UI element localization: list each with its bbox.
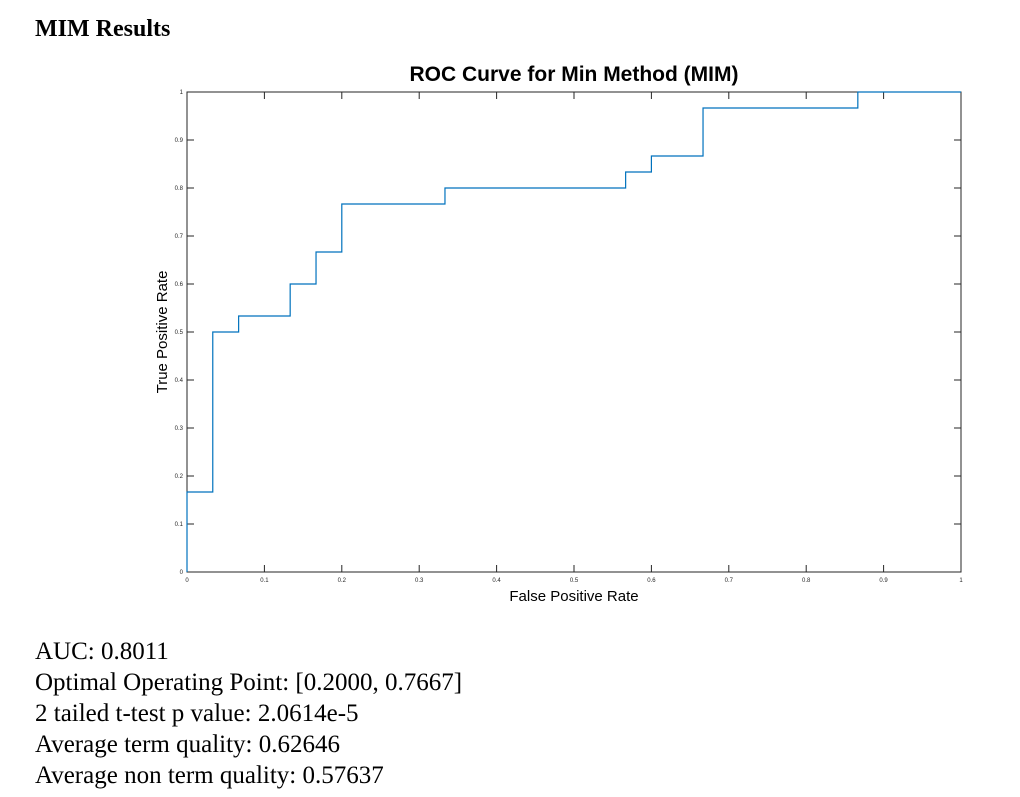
x-tick-label: 1 [959, 578, 963, 584]
x-tick-label: 0.2 [338, 578, 347, 584]
y-tick-label: 0.5 [175, 330, 184, 336]
roc-chart: ROC Curve for Min Method (MIM) 0 0.1 0.2 0.… [154, 63, 964, 605]
y-tick-label: 0.1 [175, 522, 184, 528]
x-tick-label: 0.7 [725, 578, 734, 584]
x-tick-label: 0.5 [570, 578, 579, 584]
auc-text: AUC: 0.8011 [35, 638, 169, 665]
y-tick-label: 0.4 [175, 378, 184, 384]
plot-area-frame [186, 91, 962, 573]
optimal-point-text: Optimal Operating Point: [0.2000, 0.7667… [35, 669, 463, 696]
x-tick-label: 0.3 [415, 578, 424, 584]
y-tick-label: 0.3 [175, 426, 184, 432]
x-tick-label: 0.1 [260, 578, 269, 584]
x-tick-label: 0.8 [802, 578, 811, 584]
x-tick-label: 0.9 [879, 578, 888, 584]
x-tick-label: 0.6 [647, 578, 656, 584]
y-tick-label: 0.9 [175, 138, 184, 144]
roc-curve-line [186, 91, 961, 572]
x-axis-label: False Positive Rate [509, 588, 638, 605]
p-value-text: 2 tailed t-test p value: 2.0614e-5 [35, 700, 359, 727]
y-tick-label: 0.6 [175, 282, 184, 288]
page-heading: MIM Results [35, 16, 171, 42]
x-tick-label: 0.4 [492, 578, 501, 584]
y-axis-label: True Positive Rate [154, 271, 171, 394]
y-tick-label: 0 [180, 570, 184, 576]
y-tick-label: 1 [180, 90, 184, 96]
y-tick-label: 0.8 [175, 186, 184, 192]
avg-non-term-quality-text: Average non term quality: 0.57637 [35, 762, 384, 789]
y-tick-label: 0.2 [175, 474, 184, 480]
axis-ticks [186, 91, 962, 573]
axis-tick-labels: 0 0.1 0.2 0.3 0.4 0.5 0.6 0.7 0.8 0.9 1 0 0.1 0.2 0.3 0… [175, 90, 964, 584]
results-stats: AUC: 0.8011 Optimal Operating Point: [0.… [35, 636, 462, 791]
chart-title: ROC Curve for Min Method (MIM) [410, 63, 739, 86]
x-tick-label: 0 [185, 578, 189, 584]
avg-term-quality-text: Average term quality: 0.62646 [35, 731, 341, 758]
y-tick-label: 0.7 [175, 234, 184, 240]
